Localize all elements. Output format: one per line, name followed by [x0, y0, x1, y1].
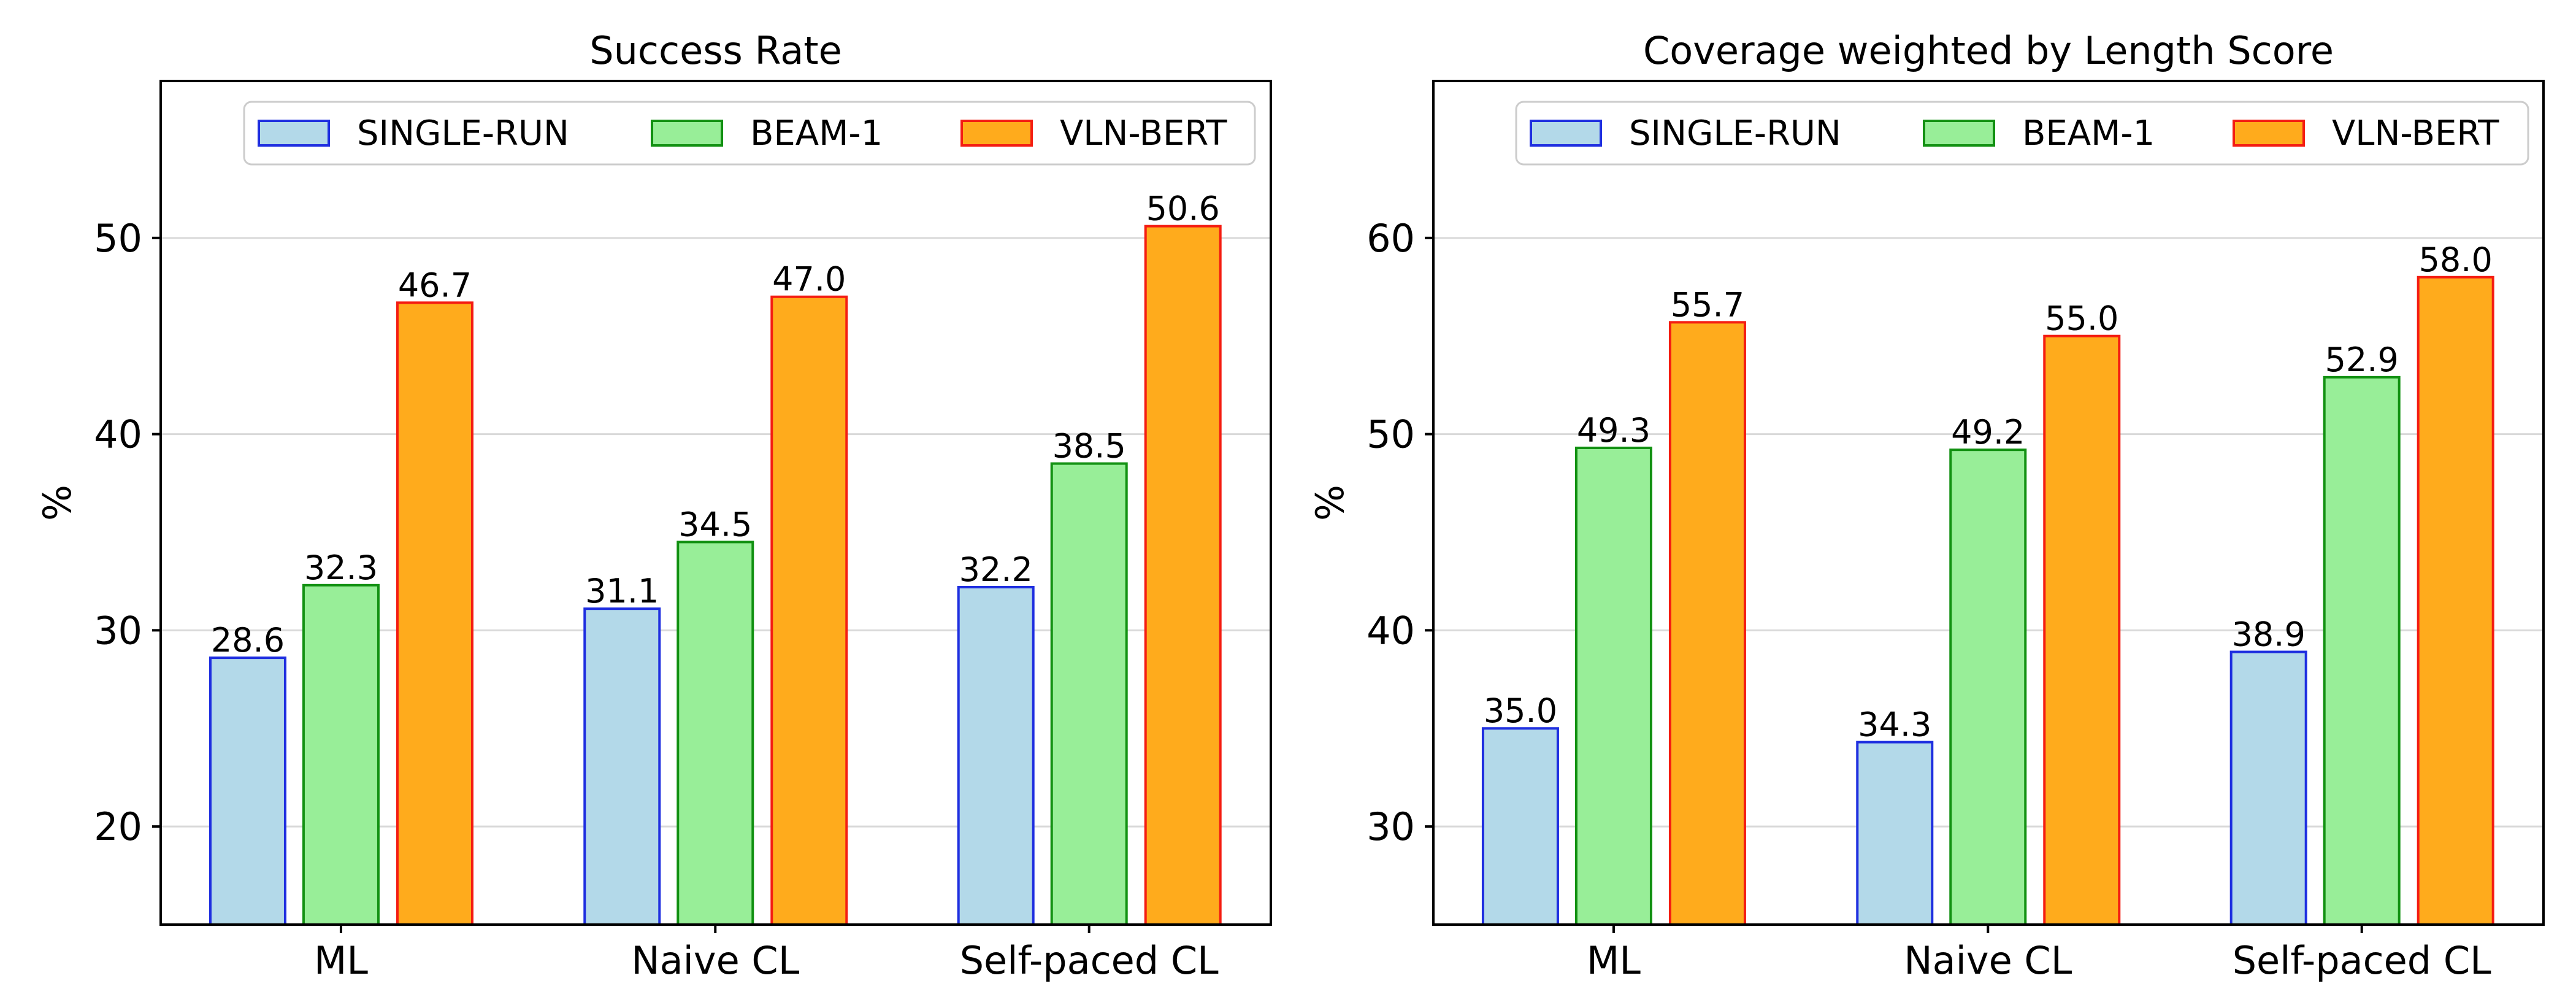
y-tick-label: 60 — [1367, 216, 1415, 261]
y-tick-label: 40 — [94, 412, 142, 457]
bar-vln-bert-self-paced-cl — [1144, 225, 1222, 926]
y-axis-label: % — [1308, 485, 1352, 521]
bar-beam-1-naive-cl — [1949, 448, 2027, 926]
chart-panel-1: 28.6 31.1 32.2 32.3 34.5 38.5 46.7 47.0 50.6 20 30… — [35, 28, 1272, 983]
legend-swatch-beam-1 — [651, 120, 723, 147]
bar-value-label: 55.0 — [2045, 299, 2118, 338]
bar-value-label: 32.3 — [304, 549, 378, 587]
x-tick-label: Self-paced CL — [2233, 938, 2491, 983]
bar-value-label: 38.9 — [2232, 615, 2306, 654]
bar-value-label: 34.5 — [678, 505, 752, 544]
chart-title: Coverage weighted by Length Score — [1643, 28, 2334, 73]
bar-value-label: 52.9 — [2325, 341, 2399, 379]
bar-value-label: 28.6 — [211, 621, 285, 660]
bar-value-label: 47.0 — [772, 260, 846, 299]
x-tick-label: Naive CL — [631, 938, 799, 983]
bar-value-label: 49.2 — [1951, 413, 2025, 452]
bar-vln-bert-self-paced-cl — [2417, 275, 2494, 926]
chart-title: Success Rate — [589, 28, 841, 73]
bar-value-label: 34.3 — [1858, 706, 1931, 744]
bar-value-label: 31.1 — [585, 572, 659, 610]
x-tick-label: Self-paced CL — [960, 938, 1219, 983]
bar-value-label: 50.6 — [1146, 190, 1220, 228]
y-tick-label: 40 — [1367, 608, 1415, 653]
legend-swatch-vln-bert — [960, 120, 1033, 147]
legend-swatch-single-run — [258, 120, 330, 147]
bar-single-run-ml — [1481, 727, 1559, 926]
x-tick-label: ML — [1587, 938, 1641, 983]
legend-label-single-run: SINGLE-RUN — [1629, 114, 1841, 153]
bar-vln-bert-naive-cl — [770, 295, 848, 926]
legend-label-single-run: SINGLE-RUN — [357, 114, 569, 153]
y-tick-label: 20 — [94, 804, 142, 849]
legend-box — [243, 101, 1256, 166]
y-axis-label: % — [35, 485, 80, 521]
x-tick-label: Naive CL — [1904, 938, 2072, 983]
bar-value-label: 32.2 — [959, 550, 1033, 589]
legend: SINGLE-RUN BEAM-1 VLN-BERT — [243, 101, 1256, 166]
legend-label-vln-bert: VLN-BERT — [2332, 114, 2499, 153]
bar-single-run-self-paced-cl — [2229, 650, 2307, 926]
y-tick-label: 30 — [94, 608, 142, 653]
y-tick-label: 50 — [94, 216, 142, 261]
bar-value-label: 35.0 — [1484, 691, 1557, 730]
legend-label-beam-1: BEAM-1 — [2022, 114, 2155, 153]
legend-box — [1515, 101, 2529, 166]
x-tick-label: ML — [314, 938, 368, 983]
bar-vln-bert-ml — [1668, 321, 1746, 926]
legend-swatch-beam-1 — [1923, 120, 1995, 147]
y-tick-label: 30 — [1367, 804, 1415, 849]
bar-beam-1-self-paced-cl — [1050, 462, 1128, 926]
legend-swatch-vln-bert — [2233, 120, 2305, 147]
chart-panel-2: 35.0 34.3 38.9 49.3 49.2 52.9 55.7 55.0 58.0 30 40… — [1308, 28, 2545, 983]
bar-beam-1-self-paced-cl — [2323, 375, 2401, 926]
bar-vln-bert-ml — [396, 301, 473, 926]
legend-label-beam-1: BEAM-1 — [750, 114, 883, 153]
bar-beam-1-naive-cl — [677, 541, 754, 926]
bar-value-label: 46.7 — [398, 266, 472, 304]
bar-beam-1-ml — [1574, 446, 1652, 926]
bar-single-run-ml — [209, 656, 286, 926]
bar-single-run-self-paced-cl — [957, 586, 1035, 926]
legend-label-vln-bert: VLN-BERT — [1060, 114, 1227, 153]
bar-value-label: 38.5 — [1052, 427, 1126, 466]
bar-vln-bert-naive-cl — [2043, 334, 2121, 926]
bar-single-run-naive-cl — [583, 607, 661, 926]
legend: SINGLE-RUN BEAM-1 VLN-BERT — [1515, 101, 2529, 166]
bar-beam-1-ml — [302, 583, 380, 926]
y-tick-label: 50 — [1367, 412, 1415, 457]
bar-value-label: 58.0 — [2419, 241, 2493, 279]
bar-single-run-naive-cl — [1856, 741, 1934, 926]
bar-value-label: 49.3 — [1577, 411, 1650, 450]
bar-value-label: 55.7 — [1671, 285, 1744, 324]
legend-swatch-single-run — [1530, 120, 1602, 147]
